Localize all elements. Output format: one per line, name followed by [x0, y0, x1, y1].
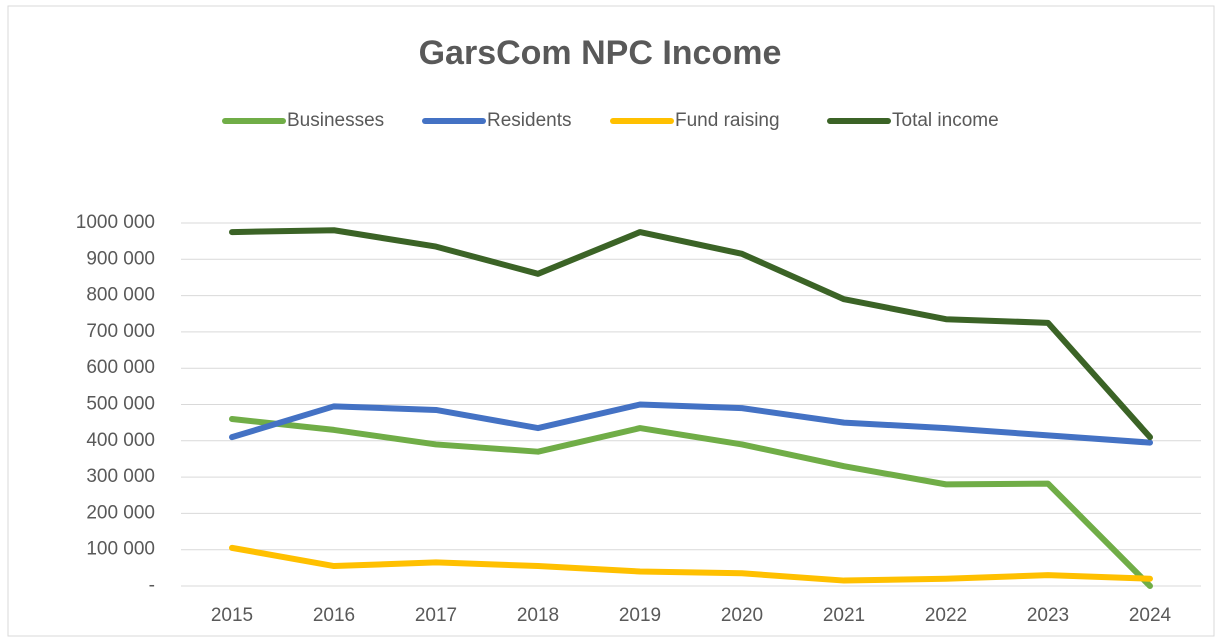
- series-line: [229, 227, 1153, 441]
- y-tick-label: 100 000: [86, 539, 155, 560]
- x-tick-label: 2017: [415, 605, 457, 626]
- y-tick-label: 500 000: [86, 394, 155, 415]
- y-tick-label: 300 000: [86, 466, 155, 487]
- x-tick-label: 2015: [211, 605, 253, 626]
- x-tick-label: 2018: [517, 605, 559, 626]
- y-tick-label: 400 000: [86, 430, 155, 451]
- x-tick-label: 2024: [1129, 605, 1172, 626]
- x-tick-label: 2022: [925, 605, 967, 626]
- y-tick-label: 1000 000: [76, 212, 155, 233]
- x-tick-label: 2023: [1027, 605, 1069, 626]
- y-tick-label: 900 000: [86, 248, 155, 269]
- legend-label: Total income: [892, 110, 999, 131]
- series-line: [229, 401, 1153, 446]
- y-tick-label: 600 000: [86, 357, 155, 378]
- y-tick-label: 700 000: [86, 321, 155, 342]
- legend-label: Fund raising: [675, 110, 780, 131]
- y-tick-label: 800 000: [86, 285, 155, 306]
- series-line: [229, 544, 1153, 584]
- y-tick-label: -: [149, 575, 155, 596]
- legend-label: Residents: [487, 110, 572, 131]
- chart-title: GarsCom NPC Income: [419, 34, 782, 72]
- series-line: [229, 416, 1153, 589]
- x-tick-label: 2016: [313, 605, 355, 626]
- x-tick-label: 2020: [721, 605, 763, 626]
- y-tick-label: 200 000: [86, 502, 155, 523]
- x-tick-label: 2021: [823, 605, 865, 626]
- x-tick-label: 2019: [619, 605, 661, 626]
- legend-label: Businesses: [287, 110, 384, 131]
